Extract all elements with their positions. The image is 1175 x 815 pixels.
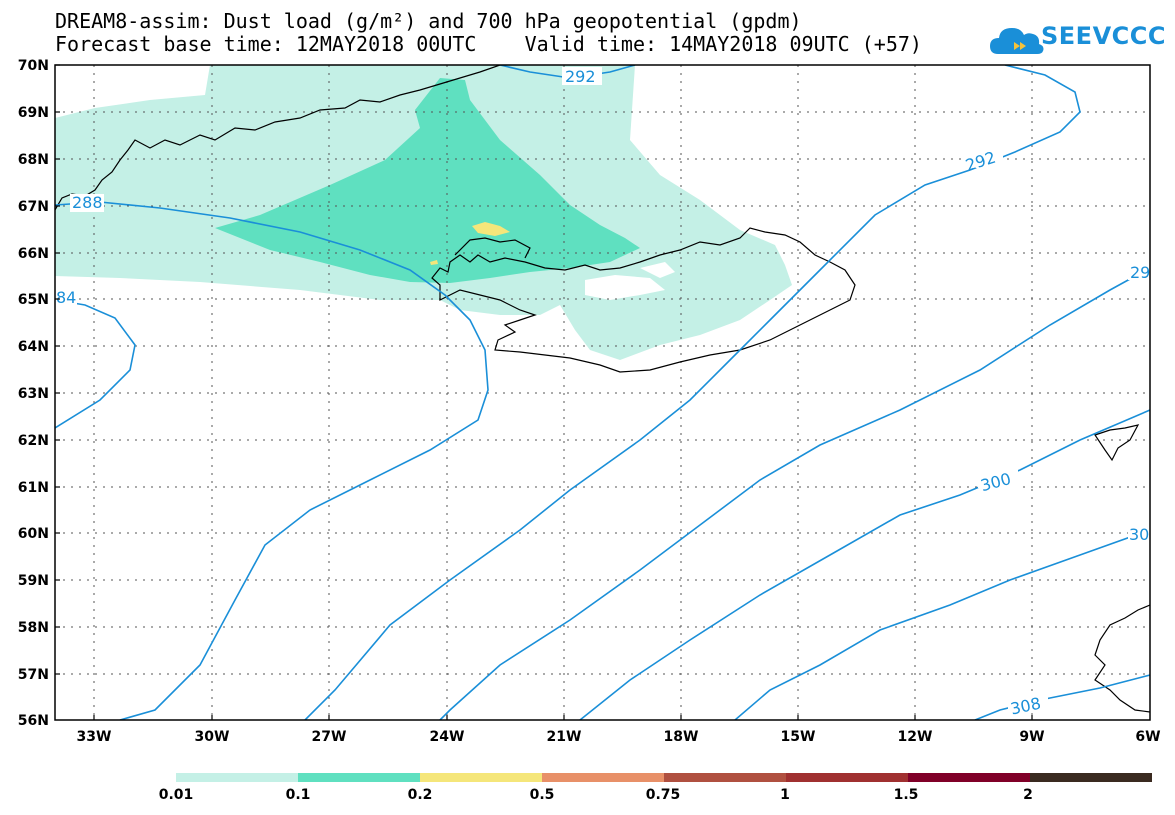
lon-label: 9W	[1019, 729, 1044, 745]
dust-gap	[640, 262, 675, 278]
colorbar-label: 0.01	[159, 787, 194, 803]
geopotential-contours	[55, 65, 1150, 720]
colorbar-swatch	[176, 773, 298, 782]
lon-label: 21W	[547, 729, 582, 745]
contour-296	[439, 267, 1150, 720]
colorbar-label: 0.5	[530, 787, 555, 803]
contour-292	[304, 65, 1081, 720]
greenland-coast	[55, 65, 501, 211]
colorbar-label: 0.1	[286, 787, 311, 803]
lon-label: 24W	[430, 729, 465, 745]
axis-ticks	[55, 64, 1033, 720]
contour-label: 292	[565, 67, 596, 86]
longitude-labels: 33W 30W 27W 24W 21W 18W 15W 12W 9W 6W	[77, 729, 1161, 745]
colorbar-label: 1.5	[894, 787, 919, 803]
lat-label: 58N	[18, 620, 49, 636]
colorbar-swatch	[420, 773, 542, 782]
westfjords-coast	[454, 237, 531, 259]
lat-label: 65N	[18, 292, 49, 308]
lon-label: 6W	[1135, 729, 1160, 745]
colorbar-label: 2	[1023, 787, 1033, 803]
contour-284	[55, 299, 136, 429]
lon-label: 27W	[312, 729, 347, 745]
colorbar-label: 0.75	[646, 787, 681, 803]
colorbar	[176, 773, 1152, 782]
lat-label: 56N	[18, 713, 49, 729]
lon-label: 15W	[781, 729, 816, 745]
contour-labels: 288 292 292 29 84 300 30 308	[55, 67, 1150, 719]
lat-label: 66N	[18, 246, 49, 262]
lat-label: 70N	[18, 58, 49, 74]
contour-308	[974, 674, 1150, 720]
coastlines	[55, 65, 1150, 713]
lat-label: 57N	[18, 667, 49, 683]
latitude-labels: 70N 69N 68N 67N 66N 65N 64N 63N 62N 61N …	[18, 58, 49, 729]
lon-label: 30W	[195, 729, 230, 745]
scotland-coast	[1094, 604, 1150, 713]
lat-label: 61N	[18, 480, 49, 496]
lat-label: 63N	[18, 386, 49, 402]
colorbar-swatch	[908, 773, 1030, 782]
contour-label: 30	[1129, 525, 1149, 544]
dust-field	[55, 65, 792, 360]
lat-label: 60N	[18, 526, 49, 542]
dust-area-high	[430, 260, 438, 265]
lon-label: 18W	[664, 729, 699, 745]
colorbar-swatch	[542, 773, 664, 782]
colorbar-swatch	[664, 773, 786, 782]
contour-304	[734, 529, 1150, 720]
colorbar-swatch	[298, 773, 420, 782]
forecast-time-line: Forecast base time: 12MAY2018 00UTC Vali…	[55, 32, 922, 56]
cloud-icon	[990, 28, 1044, 54]
contour-label: 288	[72, 193, 103, 212]
faroe-coast	[1094, 424, 1140, 462]
map-title: DREAM8-assim: Dust load (g/m²) and 700 h…	[55, 9, 802, 33]
contour-label: 84	[56, 288, 76, 307]
lat-label: 62N	[18, 433, 49, 449]
lat-label: 64N	[18, 339, 49, 355]
contour-288	[55, 201, 489, 720]
dust-area-high	[472, 222, 510, 236]
colorbar-labels: 0.01 0.1 0.2 0.5 0.75 1 1.5 2	[159, 787, 1033, 803]
lat-label: 67N	[18, 199, 49, 215]
logo-text: SEEVCCC	[1041, 22, 1166, 50]
contour-label: 29	[1130, 263, 1150, 282]
colorbar-swatch	[1030, 773, 1152, 782]
colorbar-swatch	[786, 773, 908, 782]
dust-area-mid	[215, 78, 640, 283]
lat-label: 59N	[18, 573, 49, 589]
lat-label: 68N	[18, 152, 49, 168]
lat-label: 69N	[18, 105, 49, 121]
lon-label: 12W	[898, 729, 933, 745]
lon-label: 33W	[77, 729, 112, 745]
colorbar-label: 0.2	[408, 787, 433, 803]
colorbar-label: 1	[780, 787, 790, 803]
iceland-coast	[431, 227, 856, 373]
seevccc-logo	[990, 20, 1130, 60]
dust-gap	[585, 275, 665, 300]
contour-300	[579, 409, 1150, 720]
